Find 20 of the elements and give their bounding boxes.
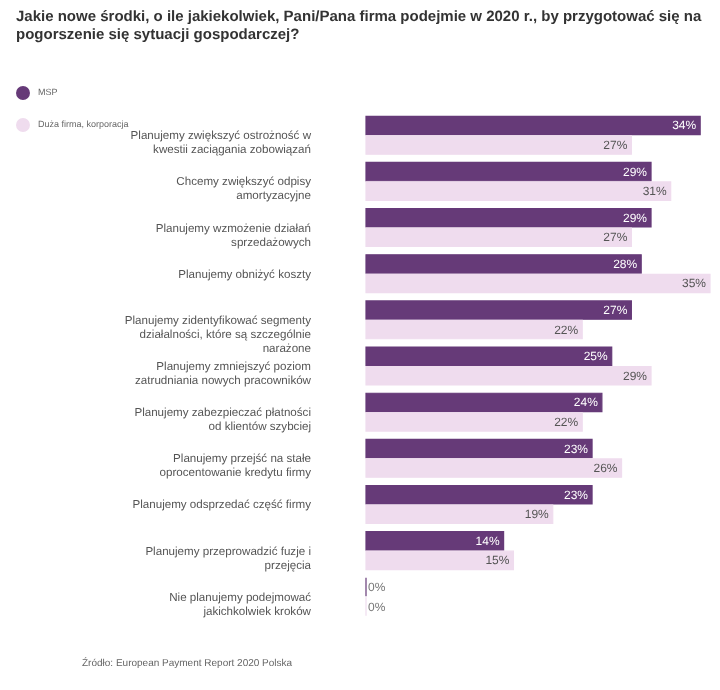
bar bbox=[365, 300, 632, 320]
bar bbox=[365, 208, 652, 228]
bar bbox=[365, 181, 672, 201]
bar bbox=[365, 135, 632, 155]
bar bbox=[365, 227, 632, 248]
bar bbox=[365, 458, 623, 478]
bar bbox=[365, 412, 583, 432]
bar bbox=[365, 319, 583, 340]
bar bbox=[365, 273, 711, 294]
bar bbox=[365, 392, 603, 413]
bar bbox=[365, 484, 593, 505]
bar bbox=[365, 365, 652, 386]
bar bbox=[365, 115, 701, 136]
bar bbox=[365, 161, 652, 182]
bar bbox=[365, 504, 554, 524]
bar bbox=[365, 438, 593, 459]
bar bbox=[365, 346, 613, 367]
bar bbox=[365, 254, 642, 274]
bar bbox=[365, 550, 515, 571]
bar bbox=[365, 531, 505, 551]
